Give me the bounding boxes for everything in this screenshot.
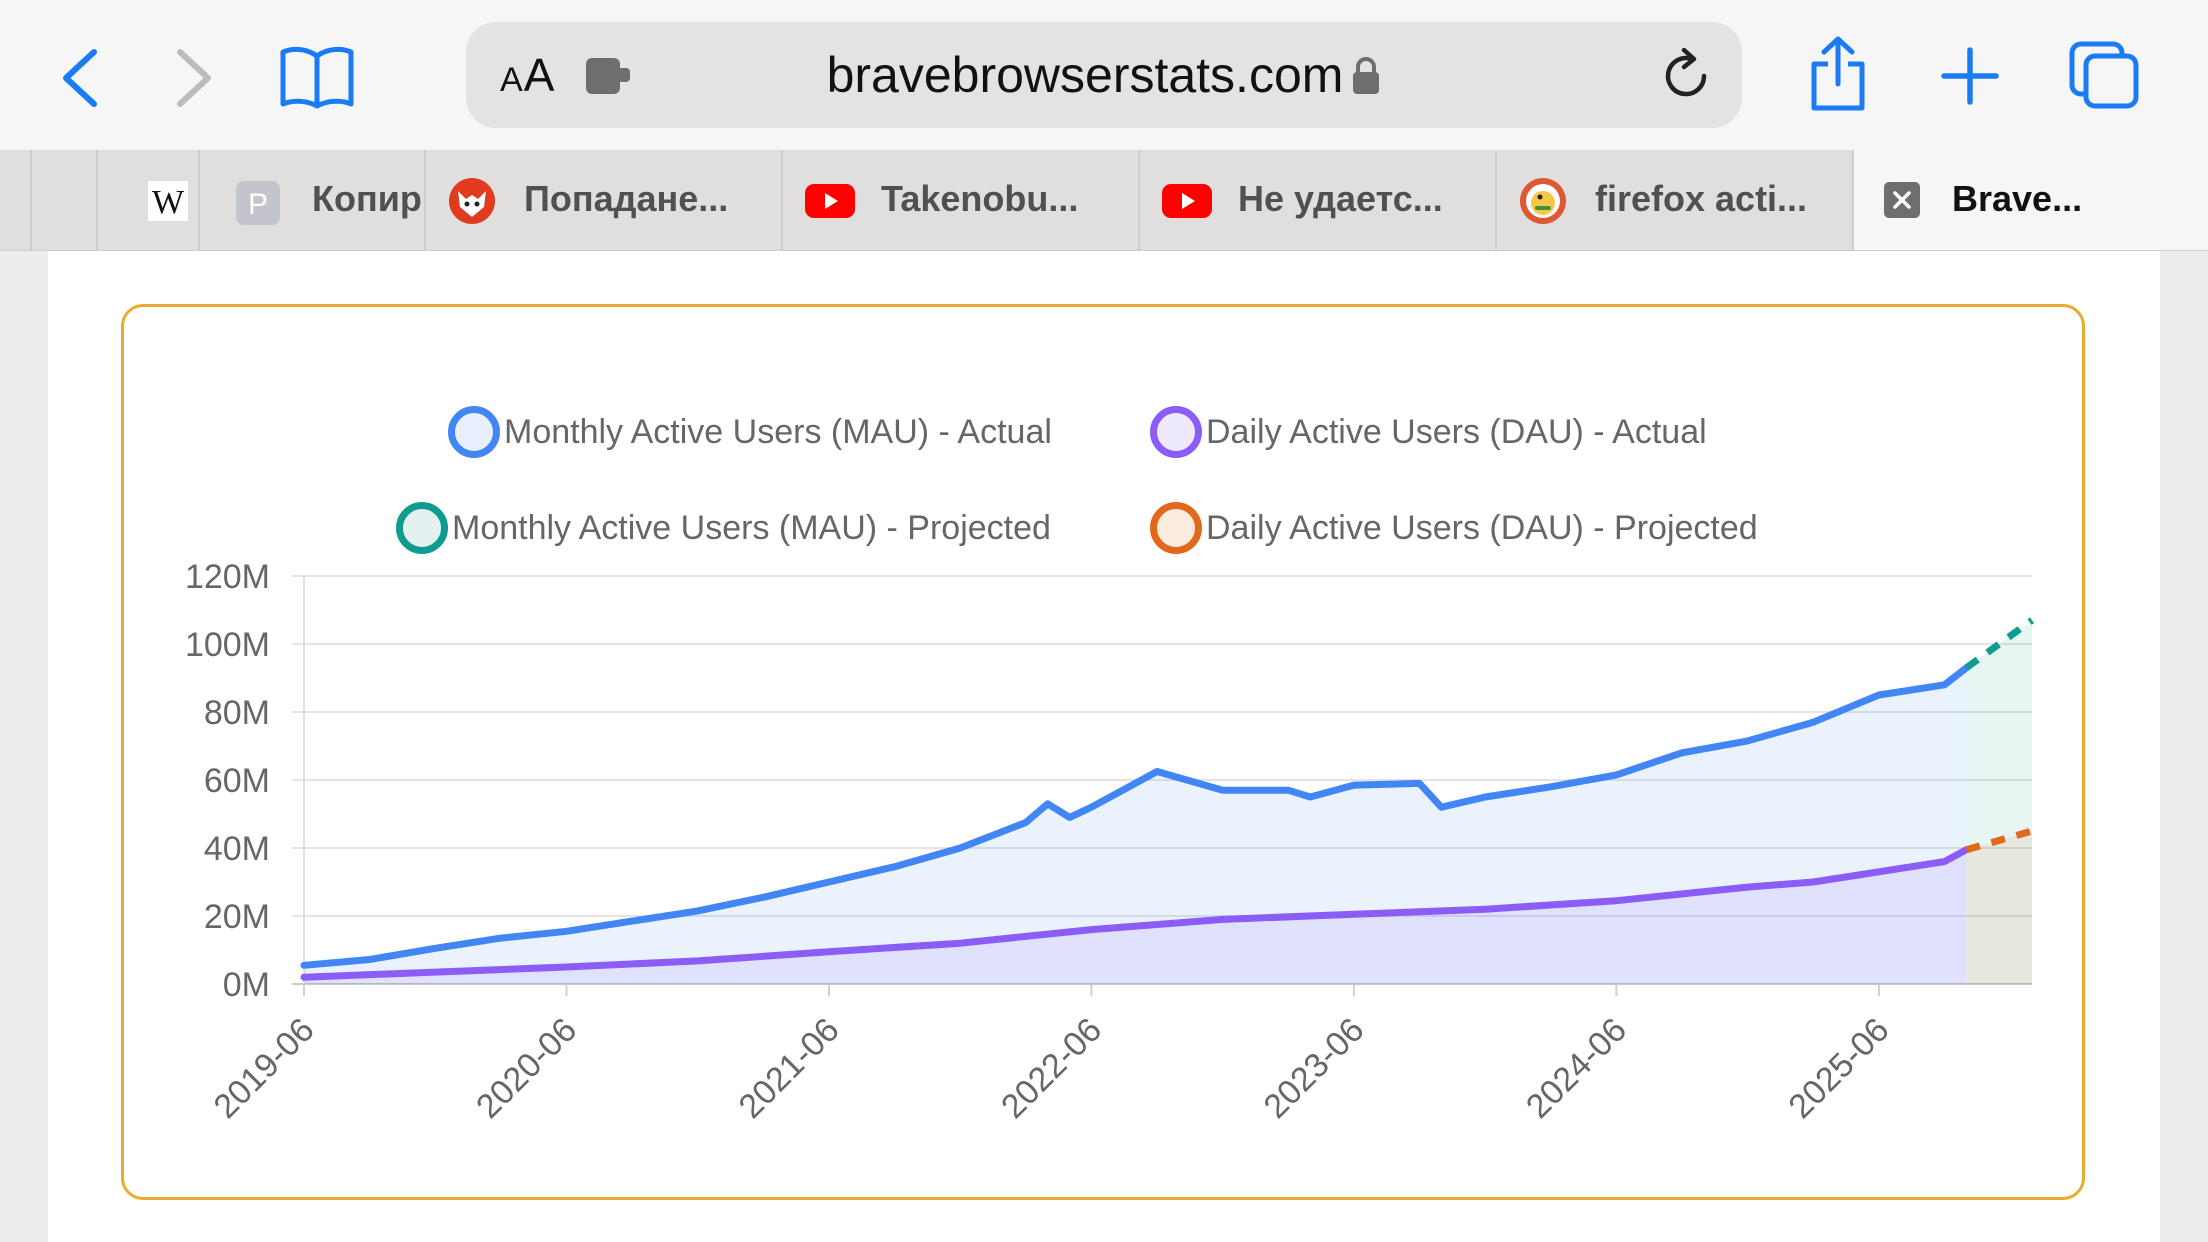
series-line-3 <box>1965 827 2033 854</box>
browser-toolbar: AA bravebrowserstats.com <box>0 0 2208 150</box>
youtube-icon <box>1162 184 1212 218</box>
legend-mau-projected[interactable]: Monthly Active Users (MAU) - Projected <box>396 498 1051 558</box>
tab-label: firefox acti... <box>1595 178 1808 219</box>
forward-icon[interactable] <box>172 48 216 108</box>
close-tab-icon[interactable] <box>1884 182 1920 218</box>
svg-text:W: W <box>152 184 185 221</box>
series-line-0 <box>300 664 1970 969</box>
x-tick-label: 2019-06 <box>207 1011 322 1126</box>
share-icon[interactable] <box>1806 36 1870 112</box>
y-tick-label: 60M <box>204 762 270 800</box>
lock-icon <box>1351 50 1381 108</box>
bookmarks-icon[interactable] <box>278 44 356 110</box>
reader-mode-button[interactable]: AA <box>500 49 556 101</box>
y-tick-label: 20M <box>204 898 270 936</box>
tab-kopir[interactable]: P Копир <box>198 150 424 250</box>
back-icon[interactable] <box>58 48 102 108</box>
legend-label: Daily Active Users (DAU) - Projected <box>1206 508 1758 547</box>
legend-label: Daily Active Users (DAU) - Actual <box>1206 412 1707 451</box>
x-tick-label: 2020-06 <box>469 1011 584 1126</box>
p-letter-icon: P <box>236 181 280 225</box>
reload-icon[interactable] <box>1660 48 1714 104</box>
legend-swatch-mau-projected <box>396 502 448 554</box>
x-tick-label: 2025-06 <box>1781 1011 1896 1126</box>
y-tick-label: 0M <box>223 966 270 1004</box>
tab-wikipedia[interactable]: W <box>96 150 198 250</box>
url-text[interactable]: bravebrowserstats.com <box>466 46 1742 108</box>
address-bar[interactable]: AA bravebrowserstats.com <box>466 22 1742 128</box>
tab-popadane[interactable]: Попадане... <box>424 150 781 250</box>
tab-ne-udaets[interactable]: Не удаетс... <box>1138 150 1495 250</box>
chart-card <box>121 304 2085 1200</box>
series-line-2 <box>1964 617 2035 671</box>
wikipedia-icon: W <box>148 181 188 221</box>
tab-label: Попадане... <box>524 178 729 219</box>
series-area-2 <box>1966 620 2032 984</box>
tab-bar: W P Копир Попадане... Takenobu... Не уда… <box>0 150 2208 251</box>
tab-label: Не удаетс... <box>1238 178 1443 219</box>
legend-label: Monthly Active Users (MAU) - Actual <box>504 412 1052 451</box>
x-tick-label: 2021-06 <box>732 1011 847 1126</box>
legend-swatch-dau-actual <box>1150 406 1202 458</box>
y-tick-label: 40M <box>204 830 270 868</box>
youtube-icon <box>805 184 855 218</box>
tab-brave-active[interactable]: Brave... <box>1852 150 2208 250</box>
tab-label: Копир <box>312 178 422 219</box>
new-tab-icon[interactable] <box>1940 46 2000 106</box>
y-tick-label: 120M <box>185 558 270 596</box>
legend-dau-projected[interactable]: Daily Active Users (DAU) - Projected <box>1150 498 1758 558</box>
x-tick-label: 2023-06 <box>1256 1011 1371 1126</box>
tab-label: Takenobu... <box>881 178 1079 219</box>
y-tick-label: 100M <box>185 626 270 664</box>
series-area-1 <box>304 849 1967 984</box>
legend-label: Monthly Active Users (MAU) - Projected <box>452 508 1051 547</box>
legend-swatch-dau-projected <box>1150 502 1202 554</box>
extension-icon[interactable] <box>584 56 634 96</box>
legend-swatch-mau-actual <box>448 406 500 458</box>
tabs-overview-icon[interactable] <box>2068 40 2140 110</box>
legend-dau-actual[interactable]: Daily Active Users (DAU) - Actual <box>1150 402 1707 462</box>
y-tick-label: 80M <box>204 694 270 732</box>
series-area-3 <box>1966 831 2032 984</box>
tab-label: Brave... <box>1952 178 2083 219</box>
tab-blank[interactable] <box>30 150 96 250</box>
svg-text:P: P <box>248 188 268 221</box>
tab-firefox-acti[interactable]: firefox acti... <box>1495 150 1852 250</box>
duckduckgo-icon <box>1519 177 1567 225</box>
fox-icon <box>448 177 496 225</box>
x-tick-label: 2022-06 <box>994 1011 1109 1126</box>
legend-mau-actual[interactable]: Monthly Active Users (MAU) - Actual <box>448 402 1052 462</box>
x-tick-label: 2024-06 <box>1519 1011 1634 1126</box>
series-line-1 <box>300 846 1970 981</box>
tab-takenobu[interactable]: Takenobu... <box>781 150 1138 250</box>
